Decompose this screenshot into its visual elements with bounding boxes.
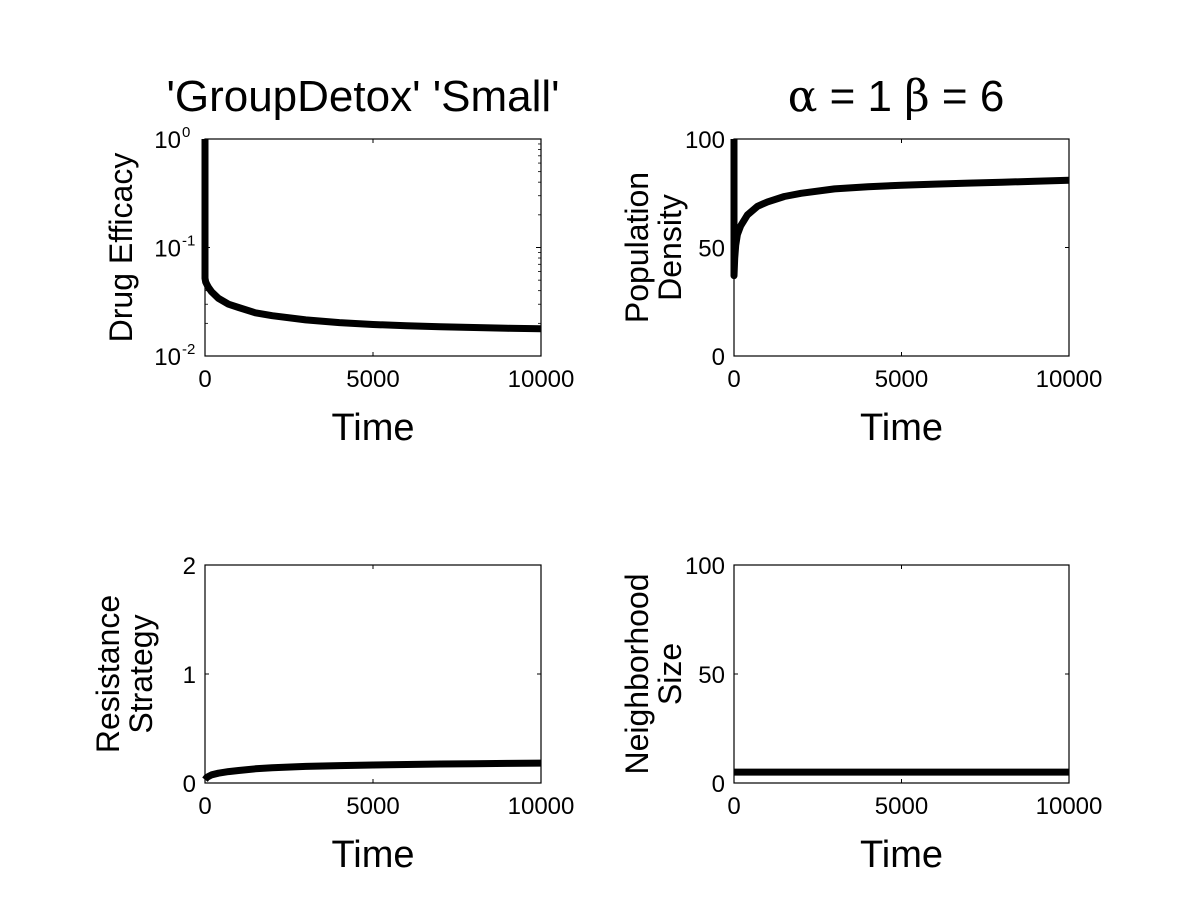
y-axis-label: Density xyxy=(652,194,688,301)
figure-title-right: α = 1 β = 6 xyxy=(788,71,1005,122)
x-tick-label: 10000 xyxy=(1036,366,1103,393)
y-tick-exponent: 0 xyxy=(182,124,190,141)
x-tick-label: 0 xyxy=(727,366,740,393)
alpha-symbol: α xyxy=(788,71,818,122)
y-tick-label: 1 xyxy=(183,662,196,689)
x-tick-label: 10000 xyxy=(508,793,575,820)
y-tick-label: 0 xyxy=(712,344,725,371)
y-tick-label: 2 xyxy=(183,553,196,580)
y-tick-label: 100 xyxy=(685,553,725,580)
y-tick-label: 50 xyxy=(698,236,725,263)
x-axis-label: Time xyxy=(860,834,943,876)
y-tick-label: 100 xyxy=(685,127,725,154)
x-tick-label: 5000 xyxy=(346,366,399,393)
beta-value: = 6 xyxy=(930,72,1005,121)
y-axis-label: Strategy xyxy=(123,614,159,733)
x-axis-label: Time xyxy=(860,407,943,449)
y-tick-label: 10 xyxy=(154,236,181,263)
x-tick-label: 0 xyxy=(198,793,211,820)
y-tick-label: 10 xyxy=(154,344,181,371)
axes-box xyxy=(204,564,542,784)
y-tick-exponent: -1 xyxy=(182,233,195,250)
data-line xyxy=(201,139,542,333)
x-tick-label: 10000 xyxy=(508,366,575,393)
beta-symbol: β xyxy=(904,71,929,122)
y-axis-label: Drug Efficacy xyxy=(103,153,139,343)
x-tick-label: 5000 xyxy=(875,366,928,393)
y-tick-label: 0 xyxy=(183,771,196,798)
y-axis-label: Population xyxy=(619,172,655,323)
y-axis-label: Neighborhood xyxy=(619,573,655,774)
axes-box xyxy=(733,564,1070,784)
alpha-value: = 1 xyxy=(817,72,904,121)
y-tick-label: 50 xyxy=(698,662,725,689)
x-tick-label: 0 xyxy=(198,366,211,393)
data-line xyxy=(730,139,1070,280)
y-tick-exponent: -2 xyxy=(182,341,195,358)
x-axis-label: Time xyxy=(331,834,414,876)
x-tick-label: 5000 xyxy=(875,793,928,820)
axes-box xyxy=(733,138,1070,357)
data-line xyxy=(202,759,542,782)
y-axis-label: Resistance xyxy=(90,595,126,753)
y-axis-label: Size xyxy=(652,643,688,705)
y-tick-label: 10 xyxy=(154,127,181,154)
figure-title-left: 'GroupDetox' 'Small' xyxy=(166,72,559,121)
x-tick-label: 5000 xyxy=(346,793,399,820)
x-tick-label: 0 xyxy=(727,793,740,820)
y-tick-label: 0 xyxy=(712,771,725,798)
x-axis-label: Time xyxy=(331,407,414,449)
x-tick-label: 10000 xyxy=(1036,793,1103,820)
